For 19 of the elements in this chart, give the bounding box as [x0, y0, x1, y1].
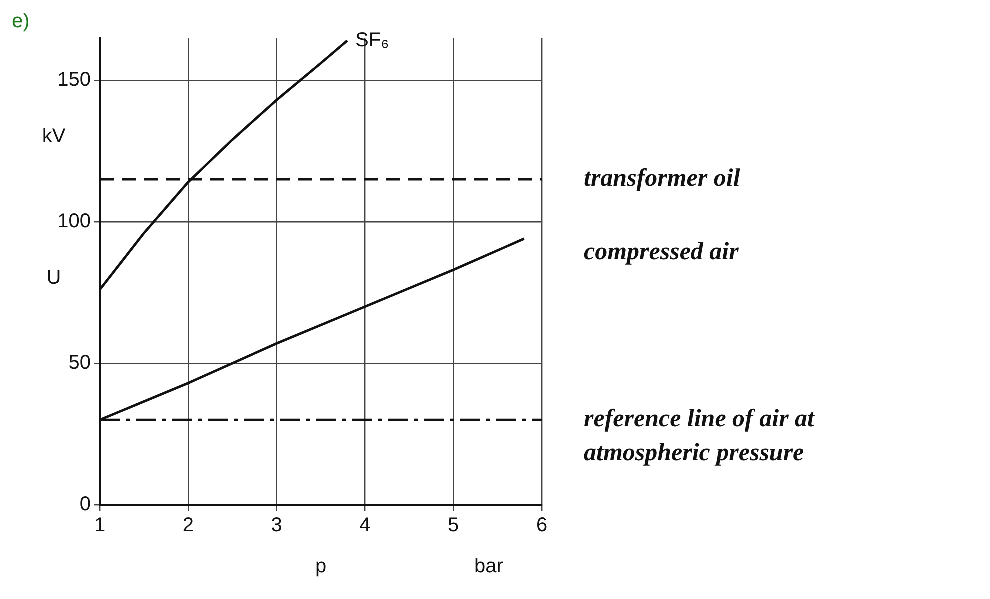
y-tick-label: 100 — [58, 210, 91, 232]
x-tick-label: 3 — [271, 514, 282, 537]
y-tick-label: 0 — [80, 494, 91, 516]
text: compressed air — [584, 238, 740, 266]
x-tick-label: 2 — [182, 514, 194, 537]
y-axis-title: U — [46, 267, 62, 290]
text: bar — [474, 556, 504, 578]
text: e) — [12, 10, 30, 33]
ref-line-label: transformer oil — [584, 164, 740, 192]
series-label: SF₆ — [356, 29, 390, 52]
x-tick-label: 6 — [536, 514, 548, 537]
x-tick-label: 1 — [94, 514, 106, 537]
ref-line-label: reference line of air at atmospheric pressure — [584, 406, 816, 467]
text: kV — [42, 126, 66, 148]
x-axis-title: p — [315, 556, 327, 578]
x-tick-label: 4 — [360, 514, 371, 537]
x-tick-label: 5 — [448, 514, 460, 537]
y-tick-label: 150 — [58, 68, 91, 91]
y-tick-label: 50 — [68, 352, 91, 374]
